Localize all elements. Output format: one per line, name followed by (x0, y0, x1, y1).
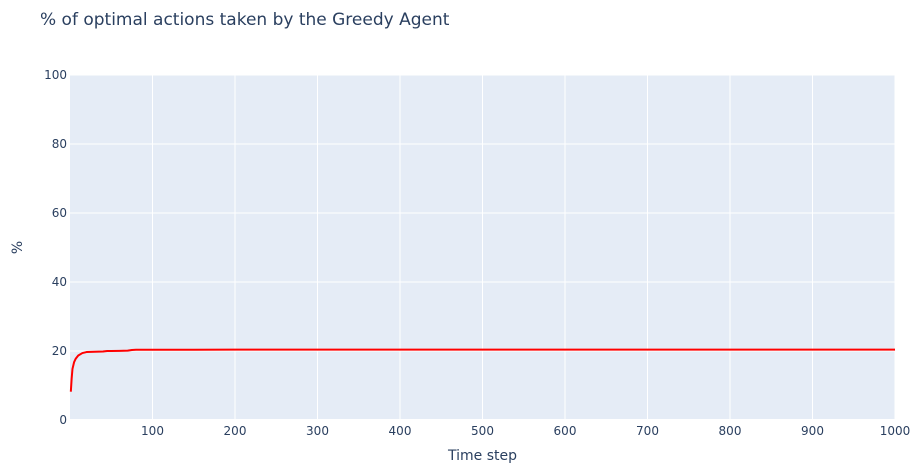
chart-title: % of optimal actions taken by the Greedy… (40, 10, 450, 30)
x-tick-label: 700 (636, 424, 659, 438)
x-tick-label: 300 (306, 424, 329, 438)
grid-lines (70, 74, 896, 421)
x-tick-label: 1000 (880, 424, 911, 438)
y-axis-title: % (10, 241, 26, 254)
series-layer (69, 348, 895, 392)
x-tick-label: 500 (471, 424, 494, 438)
y-tick-label: 100 (44, 68, 67, 82)
y-tick-label: 20 (52, 344, 67, 358)
y-axis-ticks: 0 20 40 60 80 100 (44, 68, 67, 427)
y-tick-label: 0 (59, 413, 67, 427)
x-axis-ticks: 100 200 300 400 500 600 700 800 900 1000 (141, 424, 910, 438)
x-tick-label: 600 (554, 424, 577, 438)
x-tick-label: 400 (389, 424, 412, 438)
x-tick-label: 800 (719, 424, 742, 438)
y-tick-label: 40 (52, 275, 67, 289)
x-tick-label: 100 (141, 424, 164, 438)
x-axis-title: Time step (447, 448, 517, 464)
y-tick-label: 60 (52, 206, 67, 220)
series-line (69, 348, 895, 392)
x-tick-label: 900 (801, 424, 824, 438)
x-tick-label: 200 (224, 424, 247, 438)
y-tick-label: 80 (52, 137, 67, 151)
